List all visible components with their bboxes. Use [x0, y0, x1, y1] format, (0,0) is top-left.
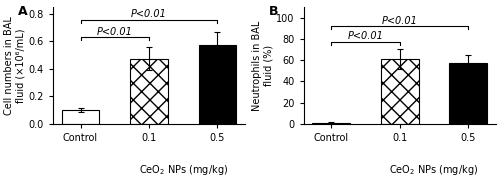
Bar: [62, 110, 100, 124]
Y-axis label: Neutrophils in BAL
fluid (%): Neutrophils in BAL fluid (%): [252, 20, 274, 111]
Bar: [381, 59, 418, 124]
Text: P<0.01: P<0.01: [382, 16, 418, 26]
Text: P<0.01: P<0.01: [348, 31, 384, 41]
Y-axis label: Cell numbers in BAL
fluid (×10⁶/mL): Cell numbers in BAL fluid (×10⁶/mL): [4, 16, 26, 115]
Text: CeO$_2$ NPs (mg/kg): CeO$_2$ NPs (mg/kg): [390, 163, 478, 177]
Bar: [450, 63, 487, 124]
Text: A: A: [18, 5, 28, 18]
Text: B: B: [269, 5, 278, 18]
Bar: [130, 59, 168, 124]
Bar: [198, 45, 236, 124]
Text: P<0.01: P<0.01: [97, 27, 132, 37]
Bar: [312, 123, 350, 124]
Text: CeO$_2$ NPs (mg/kg): CeO$_2$ NPs (mg/kg): [138, 163, 228, 177]
Text: P<0.01: P<0.01: [131, 9, 167, 19]
